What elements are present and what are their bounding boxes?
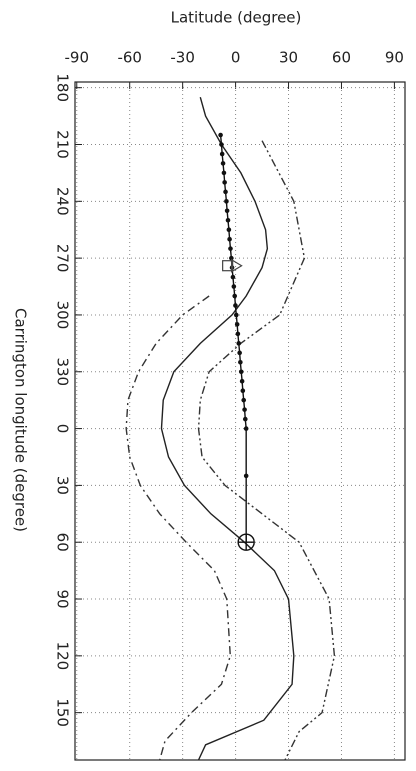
y-axis-title: Carrington longitude (degree) bbox=[12, 308, 30, 532]
x-tick-label: 0 bbox=[231, 49, 241, 67]
track-point bbox=[233, 312, 239, 318]
curve bbox=[197, 140, 336, 761]
track-point bbox=[234, 322, 240, 327]
y-tick-label: 270 bbox=[54, 244, 72, 273]
track-point bbox=[218, 132, 223, 138]
target-marker bbox=[237, 533, 255, 551]
track-point bbox=[224, 208, 230, 214]
y-tick-label: 330 bbox=[54, 357, 72, 386]
track-point bbox=[228, 246, 233, 251]
track-point bbox=[242, 407, 247, 412]
track-point bbox=[235, 331, 241, 337]
track-point bbox=[226, 227, 232, 233]
track-point bbox=[227, 236, 232, 242]
y-tick-label: 180 bbox=[54, 73, 72, 102]
track-point bbox=[222, 180, 227, 185]
track-point bbox=[242, 416, 248, 422]
track-point bbox=[239, 378, 245, 384]
triangle-marker bbox=[230, 258, 243, 273]
x-tick-label: -90 bbox=[65, 49, 90, 67]
y-tick-label: 30 bbox=[54, 476, 72, 495]
y-tick-label: 150 bbox=[54, 698, 72, 727]
track-point bbox=[223, 189, 228, 195]
track-point bbox=[231, 284, 237, 289]
track-point bbox=[229, 255, 234, 261]
track-point bbox=[219, 151, 225, 157]
track-point bbox=[220, 161, 226, 166]
track-point bbox=[241, 397, 247, 403]
y-tick-label: 90 bbox=[54, 589, 72, 608]
track-point bbox=[225, 217, 231, 223]
x-axis-title: Latitude (degree) bbox=[171, 9, 302, 27]
square-marker bbox=[222, 260, 234, 272]
x-tick-label: 30 bbox=[279, 49, 298, 67]
curve bbox=[160, 96, 295, 761]
track-point bbox=[238, 359, 243, 365]
y-tick-label: 60 bbox=[54, 533, 72, 552]
track-point bbox=[232, 293, 238, 299]
track-point bbox=[233, 303, 238, 308]
track-point bbox=[219, 142, 224, 147]
y-tick-label: 120 bbox=[54, 642, 72, 671]
track-point bbox=[238, 369, 244, 375]
curve bbox=[125, 295, 232, 761]
track-point bbox=[240, 388, 246, 393]
track-point bbox=[236, 341, 242, 346]
y-tick-label: 300 bbox=[54, 301, 72, 330]
track-point bbox=[243, 426, 249, 431]
y-tick-label: 0 bbox=[54, 424, 72, 434]
x-tick-label: -60 bbox=[117, 49, 142, 67]
track-point bbox=[230, 274, 236, 280]
y-tick-label: 210 bbox=[54, 130, 72, 159]
x-tick-label: -30 bbox=[170, 49, 195, 67]
track-point bbox=[237, 350, 242, 356]
plot-frame bbox=[74, 81, 406, 761]
target-cross bbox=[238, 534, 255, 551]
track-point bbox=[221, 170, 227, 176]
y-tick-label: 240 bbox=[54, 187, 72, 216]
track-point bbox=[224, 199, 229, 204]
x-tick-label: 90 bbox=[385, 49, 404, 67]
x-tick-label: 60 bbox=[332, 49, 351, 67]
